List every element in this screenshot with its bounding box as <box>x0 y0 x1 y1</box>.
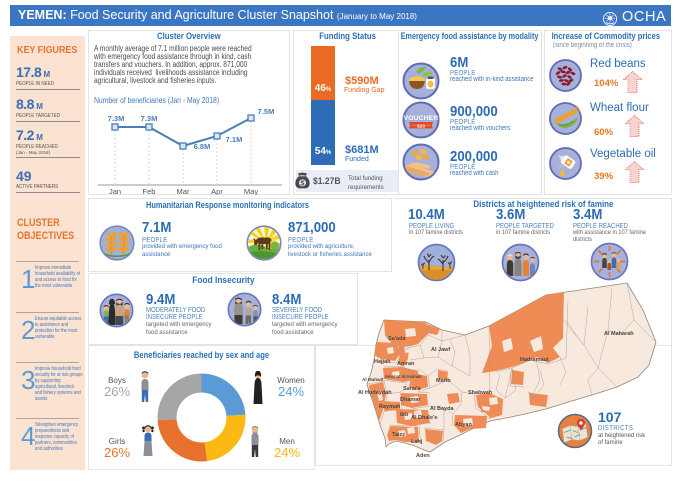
svg-text:May: May <box>244 187 258 195</box>
svg-text:Marib: Marib <box>436 378 451 384</box>
svg-text:6.8M: 6.8M <box>194 142 211 151</box>
svg-text:Al Dhale'e: Al Dhale'e <box>411 415 437 421</box>
svg-text:Hajjah: Hajjah <box>374 359 391 365</box>
svg-text:Abyan: Abyan <box>455 422 472 428</box>
svg-text:Al Bayda: Al Bayda <box>430 406 454 412</box>
svg-text:Amanat Al Asimah: Amanat Al Asimah <box>385 374 422 379</box>
svg-text:Al Maharah: Al Maharah <box>604 331 634 337</box>
svg-text:Amran: Amran <box>397 361 415 367</box>
svg-text:VOUCHER: VOUCHER <box>404 115 439 122</box>
svg-text:7.5M: 7.5M <box>258 107 275 116</box>
svg-text:Al Hudaydah: Al Hudaydah <box>358 390 392 396</box>
svg-text:Sa'ada: Sa'ada <box>388 336 406 342</box>
svg-text:Hadramaut: Hadramaut <box>520 357 549 363</box>
svg-text:Al Mahwit: Al Mahwit <box>362 377 384 382</box>
svg-text:Lahj: Lahj <box>411 439 423 445</box>
svg-text:7.3M: 7.3M <box>108 114 125 123</box>
svg-text:Sana'a: Sana'a <box>403 386 421 392</box>
svg-text:Raymah: Raymah <box>379 404 401 410</box>
svg-text:$: $ <box>301 179 305 187</box>
svg-text:Apr: Apr <box>211 187 223 195</box>
svg-text:Jan: Jan <box>109 187 121 195</box>
svg-text:Mar: Mar <box>177 187 190 195</box>
svg-text:Feb: Feb <box>143 187 156 195</box>
svg-text:7.3M: 7.3M <box>141 114 158 123</box>
svg-text:$20: $20 <box>417 123 425 129</box>
svg-text:Shabwah: Shabwah <box>468 390 493 396</box>
svg-text:Dhamar: Dhamar <box>400 397 421 403</box>
svg-text:Al Jawf: Al Jawf <box>431 347 450 353</box>
svg-text:Ibb: Ibb <box>400 412 409 418</box>
svg-text:Aden: Aden <box>416 453 430 459</box>
svg-text:7.1M: 7.1M <box>226 135 243 144</box>
svg-text:Taizz: Taizz <box>392 432 405 438</box>
